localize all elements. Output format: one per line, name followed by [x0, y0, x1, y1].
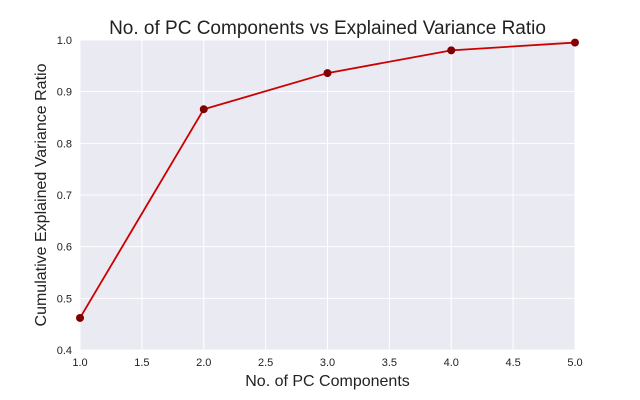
x-tick-label: 4.0 — [444, 357, 459, 369]
data-point — [447, 46, 456, 55]
x-tick-label: 5.0 — [567, 357, 582, 369]
x-axis-label: No. of PC Components — [245, 373, 410, 390]
data-point — [571, 38, 579, 47]
y-tick-label: 0.7 — [57, 190, 72, 202]
y-tick-label: 0.9 — [57, 87, 72, 99]
y-tick-label: 0.8 — [57, 138, 72, 150]
y-axis-label: Cumulative Explained Variance Ratio — [33, 63, 50, 326]
x-tick-label: 3.5 — [382, 357, 397, 369]
y-tick-label: 0.6 — [57, 242, 72, 254]
data-point — [199, 105, 208, 114]
y-tick-label: 1.0 — [57, 35, 72, 47]
data-point — [323, 69, 332, 78]
x-tick-label: 3.0 — [320, 357, 335, 369]
x-tick-label: 2.0 — [196, 357, 211, 369]
chart-title: No. of PC Components vs Explained Varian… — [109, 18, 546, 39]
y-tick-label: 0.5 — [57, 293, 72, 305]
x-tick-label: 4.5 — [505, 357, 520, 369]
y-tick-label: 0.4 — [57, 345, 72, 357]
grid — [79, 39, 576, 351]
x-axis-ticks: 1.0 1.5 2.0 2.5 3.0 3.5 4.0 4.5 5.0 — [72, 357, 582, 369]
x-tick-label: 1.0 — [72, 357, 87, 369]
x-tick-label: 1.5 — [134, 357, 149, 369]
x-tick-label: 2.5 — [258, 357, 273, 369]
data-point — [76, 313, 84, 322]
y-axis-ticks: 0.4 0.5 0.6 0.7 0.8 0.9 1.0 — [57, 35, 72, 357]
series-layer — [76, 38, 579, 322]
